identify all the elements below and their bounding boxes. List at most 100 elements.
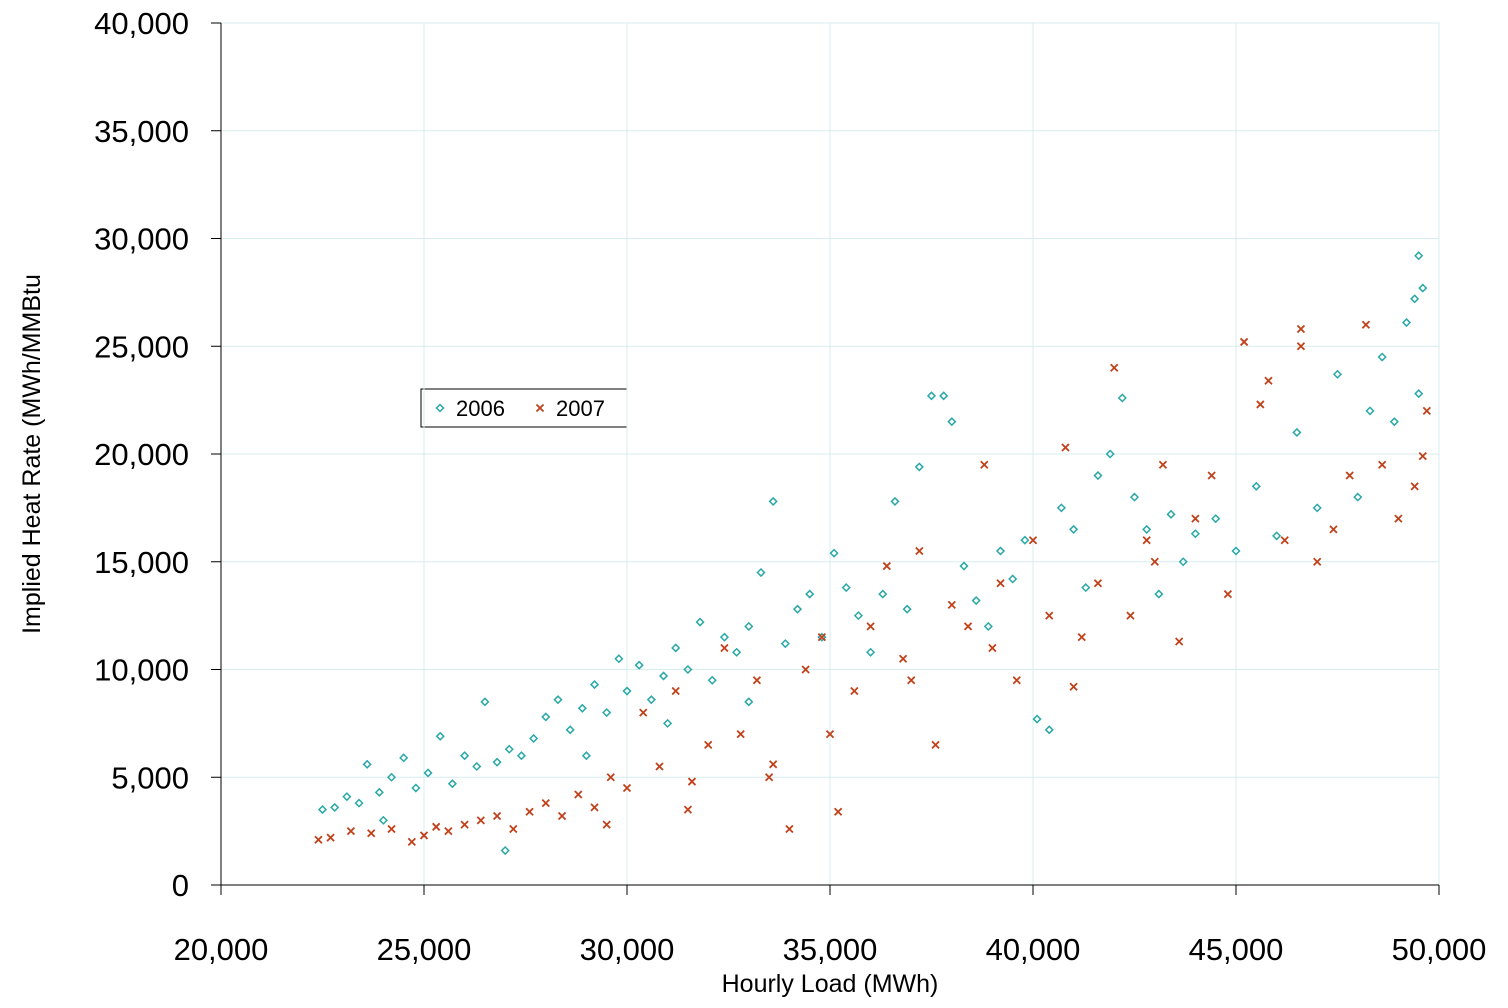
point (1142, 536, 1151, 545)
point (683, 664, 693, 675)
point (419, 831, 429, 840)
point (1093, 579, 1103, 588)
point (825, 730, 835, 739)
point (1264, 376, 1273, 385)
x-axis-title: Hourly Load (MWh) (722, 970, 939, 998)
point (444, 826, 453, 836)
point (1389, 417, 1399, 427)
point (902, 604, 912, 614)
y-tick-label: 35,000 (94, 114, 189, 149)
point (704, 740, 713, 750)
legend-box (420, 388, 628, 428)
point (581, 751, 591, 761)
point (577, 703, 587, 713)
point (655, 762, 664, 771)
point (1069, 524, 1079, 534)
point (565, 725, 575, 735)
x-tick-label: 45,000 (1189, 932, 1284, 967)
point (1142, 524, 1152, 534)
point (387, 824, 396, 834)
x-tick-label: 50,000 (1392, 932, 1487, 967)
point (939, 391, 949, 401)
point (634, 660, 644, 670)
point (805, 589, 815, 599)
point (1378, 460, 1387, 469)
point (752, 676, 762, 685)
point (509, 824, 518, 834)
point (1414, 251, 1424, 261)
point (719, 632, 730, 642)
point (1394, 514, 1403, 523)
point (1377, 352, 1387, 362)
point (541, 798, 550, 808)
point (602, 820, 611, 829)
point (683, 805, 693, 814)
point (1028, 536, 1038, 545)
point (378, 815, 388, 825)
point (492, 757, 502, 767)
x-tick-label: 35,000 (783, 932, 878, 967)
point (1272, 531, 1282, 541)
point (1178, 557, 1188, 567)
point (687, 777, 697, 786)
point (1223, 589, 1233, 599)
point (882, 561, 891, 571)
point (1105, 449, 1115, 459)
point (1175, 637, 1184, 646)
point (878, 589, 888, 599)
point (1296, 324, 1306, 334)
point (326, 833, 335, 842)
point (736, 730, 745, 739)
point (447, 779, 457, 789)
point (1207, 471, 1216, 480)
point (744, 621, 754, 631)
point (476, 816, 485, 825)
point (525, 807, 534, 816)
point (423, 768, 433, 778)
point (926, 391, 937, 401)
point (1020, 535, 1030, 545)
point (1056, 503, 1066, 513)
point (853, 611, 863, 621)
point (707, 675, 717, 685)
point (1117, 393, 1127, 403)
point (744, 697, 754, 707)
point (1110, 363, 1119, 372)
point (460, 751, 470, 761)
point (1410, 482, 1419, 491)
point (769, 760, 778, 769)
point (1361, 320, 1371, 329)
point (1126, 611, 1135, 620)
point (1190, 529, 1200, 539)
point (646, 695, 656, 705)
point (346, 826, 356, 836)
point (996, 579, 1005, 588)
point (1069, 682, 1078, 691)
point (959, 561, 969, 571)
grid (221, 22, 1440, 885)
point (1312, 503, 1322, 513)
point (756, 567, 766, 578)
point (541, 712, 551, 722)
legend-label: 2006 (456, 396, 505, 421)
point (314, 835, 323, 844)
point (411, 783, 421, 793)
point (1296, 342, 1306, 351)
point (732, 647, 742, 657)
point (1418, 452, 1427, 461)
point (553, 695, 563, 705)
point (1422, 406, 1431, 416)
y-tick-label: 0 (172, 868, 189, 903)
point (983, 621, 993, 631)
y-tick-label: 20,000 (94, 437, 189, 472)
point (947, 600, 956, 609)
point (1280, 536, 1289, 545)
point (1081, 583, 1091, 593)
point (785, 824, 794, 834)
point (1365, 406, 1375, 416)
point (606, 773, 615, 782)
point (980, 460, 989, 469)
point (1211, 514, 1221, 524)
y-tick-label: 25,000 (94, 329, 189, 364)
